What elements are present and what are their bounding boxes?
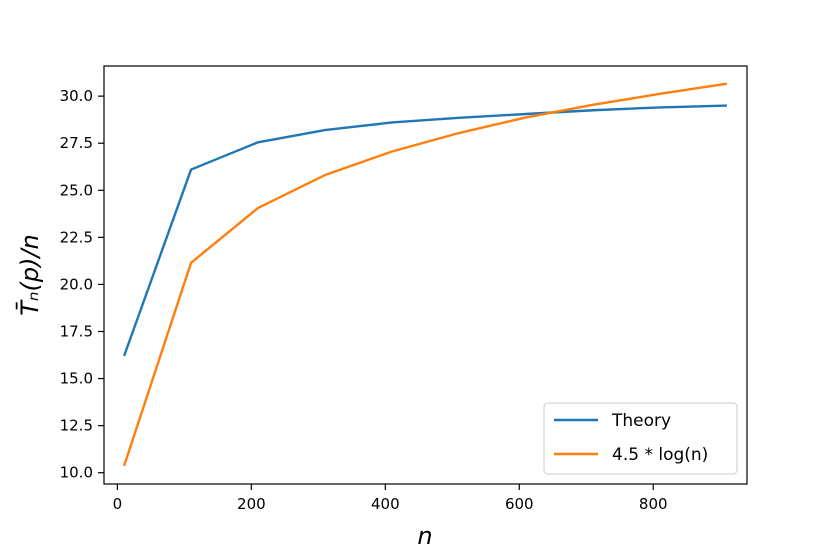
y-tick-label: 10.0	[60, 464, 93, 482]
y-tick-label: 20.0	[60, 275, 93, 293]
y-tick-label: 17.5	[60, 322, 93, 340]
legend-label-log: 4.5 * log(n)	[612, 445, 708, 465]
x-tick-label: 600	[505, 495, 534, 513]
legend: Theory 4.5 * log(n)	[543, 402, 738, 475]
legend-label-theory: Theory	[611, 411, 671, 431]
x-tick-label: 400	[371, 495, 400, 513]
x-axis-label: n	[417, 522, 432, 550]
y-tick-label: 22.5	[60, 228, 93, 246]
y-tick-label: 27.5	[60, 134, 93, 152]
y-tick-label: 12.5	[60, 417, 93, 435]
x-ticks: 0 200 400 600 800	[113, 484, 668, 513]
series-line-1	[122, 82, 728, 467]
series-line-0	[122, 104, 727, 357]
y-tick-label: 25.0	[60, 181, 93, 199]
x-tick-label: 800	[639, 495, 668, 513]
series-layer	[122, 82, 728, 467]
y-tick-label: 15.0	[60, 370, 93, 388]
y-axis-label: T̄ₙ(p)/n	[15, 234, 44, 316]
y-ticks: 10.0 12.5 15.0 17.5 20.0 22.5 25.0 27.5 30.0	[60, 87, 104, 482]
y-tick-label: 30.0	[60, 87, 93, 105]
x-tick-label: 200	[237, 495, 266, 513]
plot-frame	[103, 65, 748, 485]
x-tick-label: 0	[113, 495, 123, 513]
